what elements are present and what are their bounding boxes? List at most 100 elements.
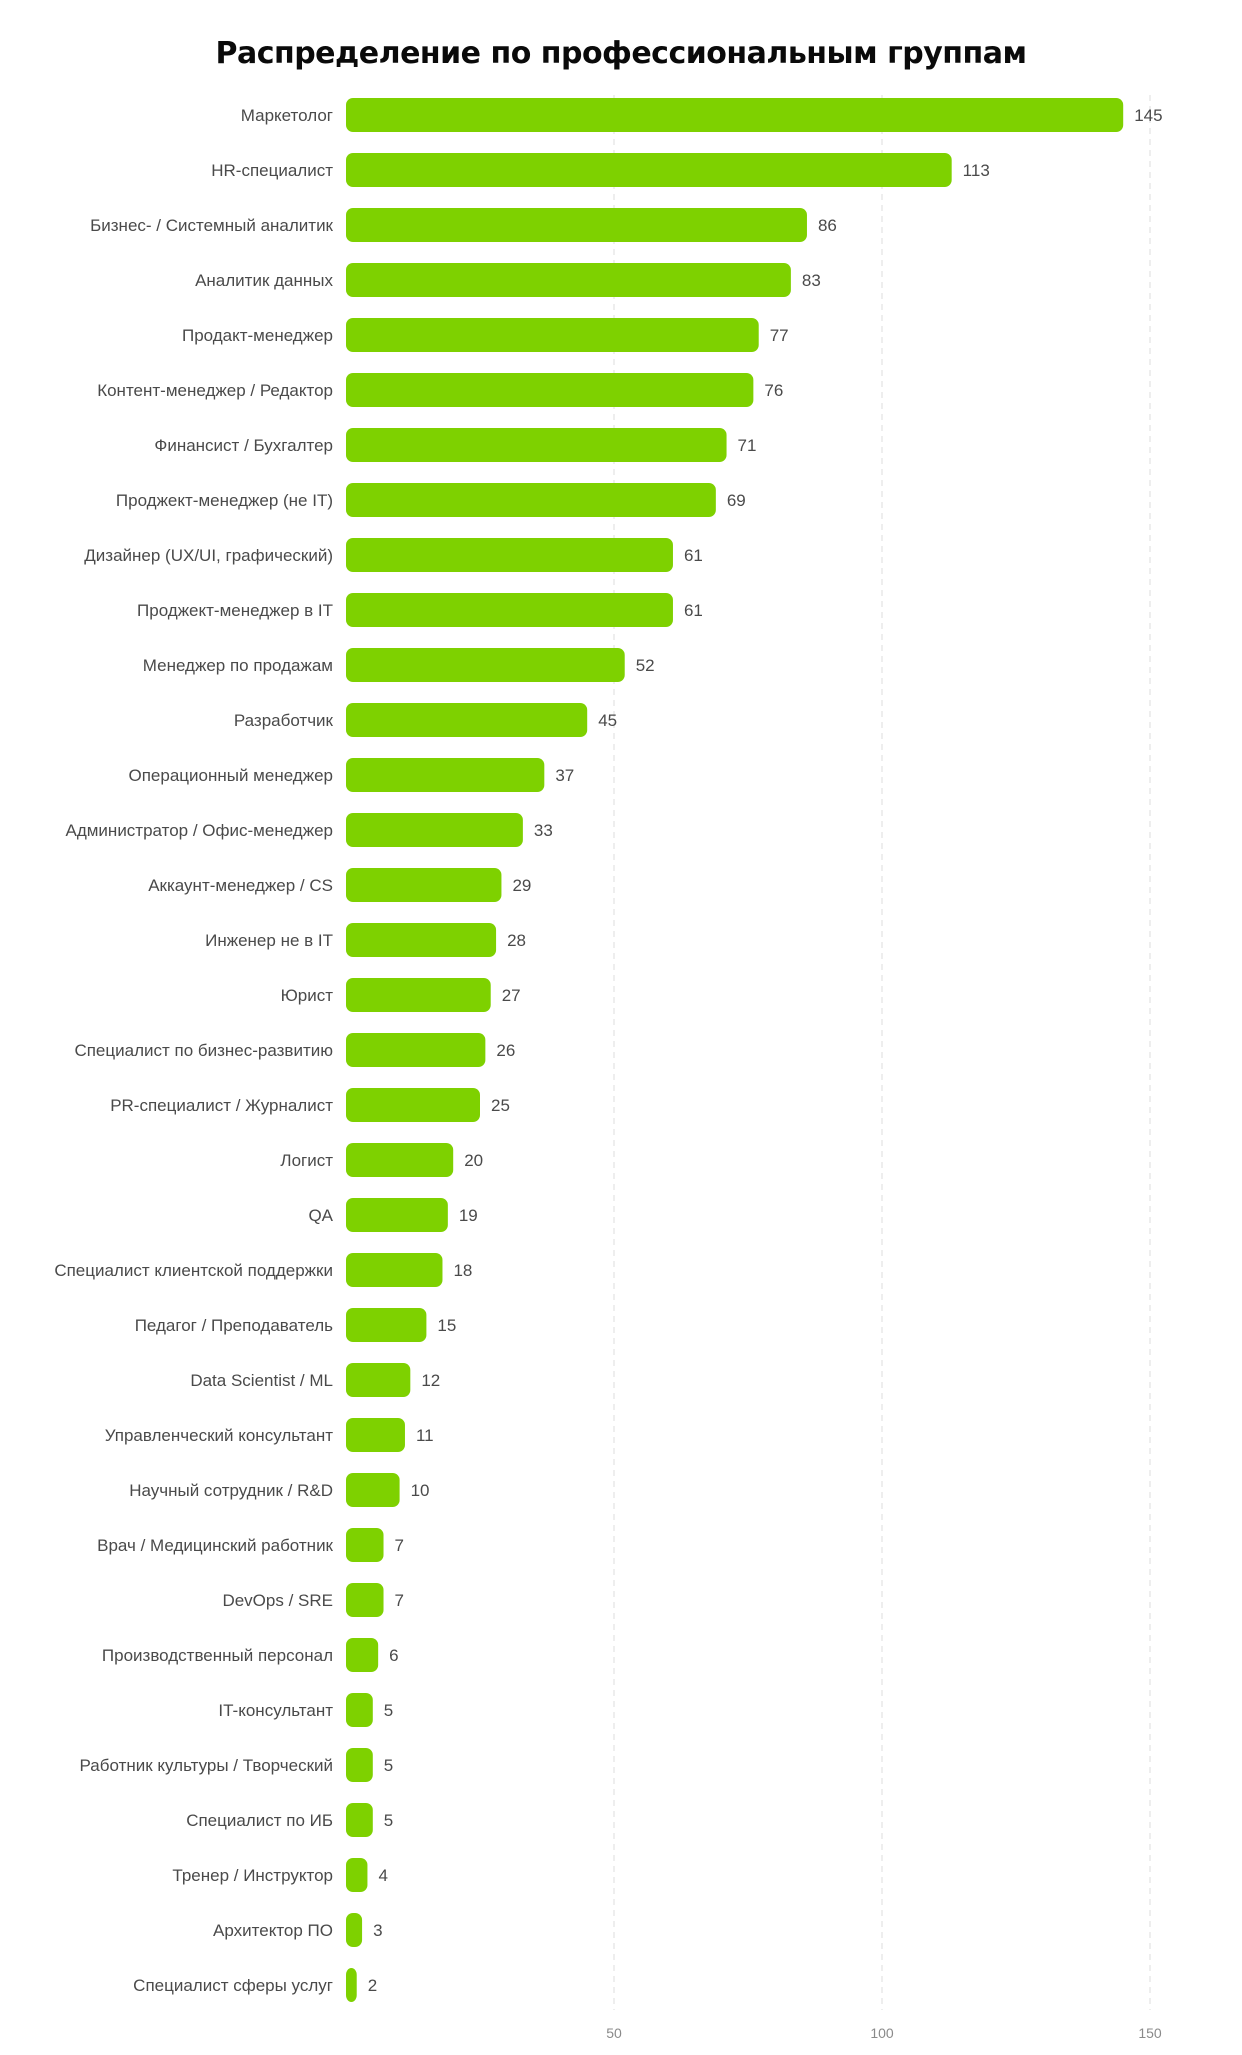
value-label: 12 — [421, 1371, 440, 1390]
bar — [346, 1253, 443, 1287]
category-label: Специалист клиентской поддержки — [54, 1261, 333, 1280]
bar — [346, 538, 673, 572]
bar — [346, 978, 491, 1012]
category-label: Контент-менеджер / Редактор — [97, 381, 333, 400]
category-label: Аккаунт-менеджер / CS — [148, 876, 333, 895]
value-label: 76 — [764, 381, 783, 400]
category-label: Менеджер по продажам — [143, 656, 333, 675]
bar — [346, 1528, 384, 1562]
value-label: 2 — [368, 1976, 377, 1995]
value-label: 61 — [684, 601, 703, 620]
bar — [346, 1473, 400, 1507]
value-label: 77 — [770, 326, 789, 345]
bar — [346, 208, 807, 242]
category-label: Логист — [280, 1151, 333, 1170]
x-tick-label: 100 — [870, 2025, 894, 2041]
bar — [346, 1088, 480, 1122]
bar — [346, 1748, 373, 1782]
value-label: 7 — [395, 1536, 404, 1555]
value-label: 5 — [384, 1811, 393, 1830]
value-label: 6 — [389, 1646, 398, 1665]
category-label: Врач / Медицинский работник — [97, 1536, 333, 1555]
bar — [346, 648, 625, 682]
bar — [346, 1363, 411, 1397]
category-label: Специалист сферы услуг — [133, 1976, 333, 1995]
category-label: Разработчик — [234, 711, 334, 730]
bar — [346, 1198, 448, 1232]
value-label: 7 — [395, 1591, 404, 1610]
category-label: QA — [308, 1206, 333, 1225]
category-label: Финансист / Бухгалтер — [154, 436, 333, 455]
category-label: Data Scientist / ML — [190, 1371, 333, 1390]
bar — [346, 703, 588, 737]
value-label: 3 — [373, 1921, 382, 1940]
bar — [346, 1858, 368, 1892]
category-label: Управленческий консультант — [105, 1426, 334, 1445]
bar — [346, 428, 727, 462]
value-label: 28 — [507, 931, 526, 950]
bar — [346, 1033, 486, 1067]
bar — [346, 1308, 427, 1342]
category-label: Маркетолог — [241, 106, 333, 125]
category-label: Проджект-менеджер в IT — [137, 601, 333, 620]
bar — [346, 263, 791, 297]
category-label: Операционный менеджер — [128, 766, 333, 785]
category-label: PR-специалист / Журналист — [110, 1096, 333, 1115]
value-label: 69 — [727, 491, 746, 510]
value-label: 45 — [598, 711, 617, 730]
bar — [346, 1583, 384, 1617]
value-label: 52 — [636, 656, 655, 675]
value-label: 71 — [738, 436, 757, 455]
value-label: 19 — [459, 1206, 478, 1225]
value-label: 27 — [502, 986, 521, 1005]
bar — [346, 98, 1124, 132]
category-label: Аналитик данных — [195, 271, 333, 290]
value-label: 4 — [378, 1866, 387, 1885]
category-label: Работник культуры / Творческий — [80, 1756, 333, 1775]
category-label: Продакт-менеджер — [182, 326, 333, 345]
bar — [346, 1693, 373, 1727]
category-label: Проджект-менеджер (не IT) — [116, 491, 333, 510]
category-label: Дизайнер (UX/UI, графический) — [84, 546, 333, 565]
value-label: 11 — [416, 1426, 434, 1445]
value-label: 20 — [464, 1151, 483, 1170]
value-label: 26 — [496, 1041, 515, 1060]
bar — [346, 1913, 363, 1947]
value-label: 61 — [684, 546, 703, 565]
bar — [346, 1418, 405, 1452]
bar — [346, 373, 754, 407]
category-label: Педагог / Преподаватель — [135, 1316, 333, 1335]
category-label: Тренер / Инструктор — [172, 1866, 333, 1885]
bar — [346, 1143, 454, 1177]
value-label: 15 — [437, 1316, 456, 1335]
category-label: Специалист по ИБ — [186, 1811, 333, 1830]
category-label: Научный сотрудник / R&D — [129, 1481, 333, 1500]
value-label: 10 — [411, 1481, 430, 1500]
value-label: 37 — [555, 766, 574, 785]
value-label: 5 — [384, 1756, 393, 1775]
x-tick-label: 150 — [1138, 2025, 1162, 2041]
category-label: Инженер не в IT — [205, 931, 333, 950]
value-label: 5 — [384, 1701, 393, 1720]
value-label: 29 — [512, 876, 531, 895]
bar — [346, 483, 716, 517]
value-label: 25 — [491, 1096, 510, 1115]
bar — [346, 813, 523, 847]
category-label: IT-консультант — [218, 1701, 333, 1720]
chart-title: Распределение по профессиональным группа… — [215, 36, 1027, 71]
value-label: 33 — [534, 821, 553, 840]
bar — [346, 1968, 357, 2002]
bar — [346, 593, 673, 627]
category-label: Архитектор ПО — [213, 1921, 333, 1940]
bar — [346, 1638, 379, 1672]
value-label: 113 — [963, 161, 990, 180]
category-label: Специалист по бизнес-развитию — [74, 1041, 333, 1060]
bar — [346, 868, 502, 902]
category-label: HR-специалист — [211, 161, 333, 180]
bar — [346, 923, 497, 957]
bar — [346, 758, 545, 792]
bar — [346, 1803, 373, 1837]
category-label: Производственный персонал — [102, 1646, 333, 1665]
x-tick-label: 50 — [606, 2025, 622, 2041]
